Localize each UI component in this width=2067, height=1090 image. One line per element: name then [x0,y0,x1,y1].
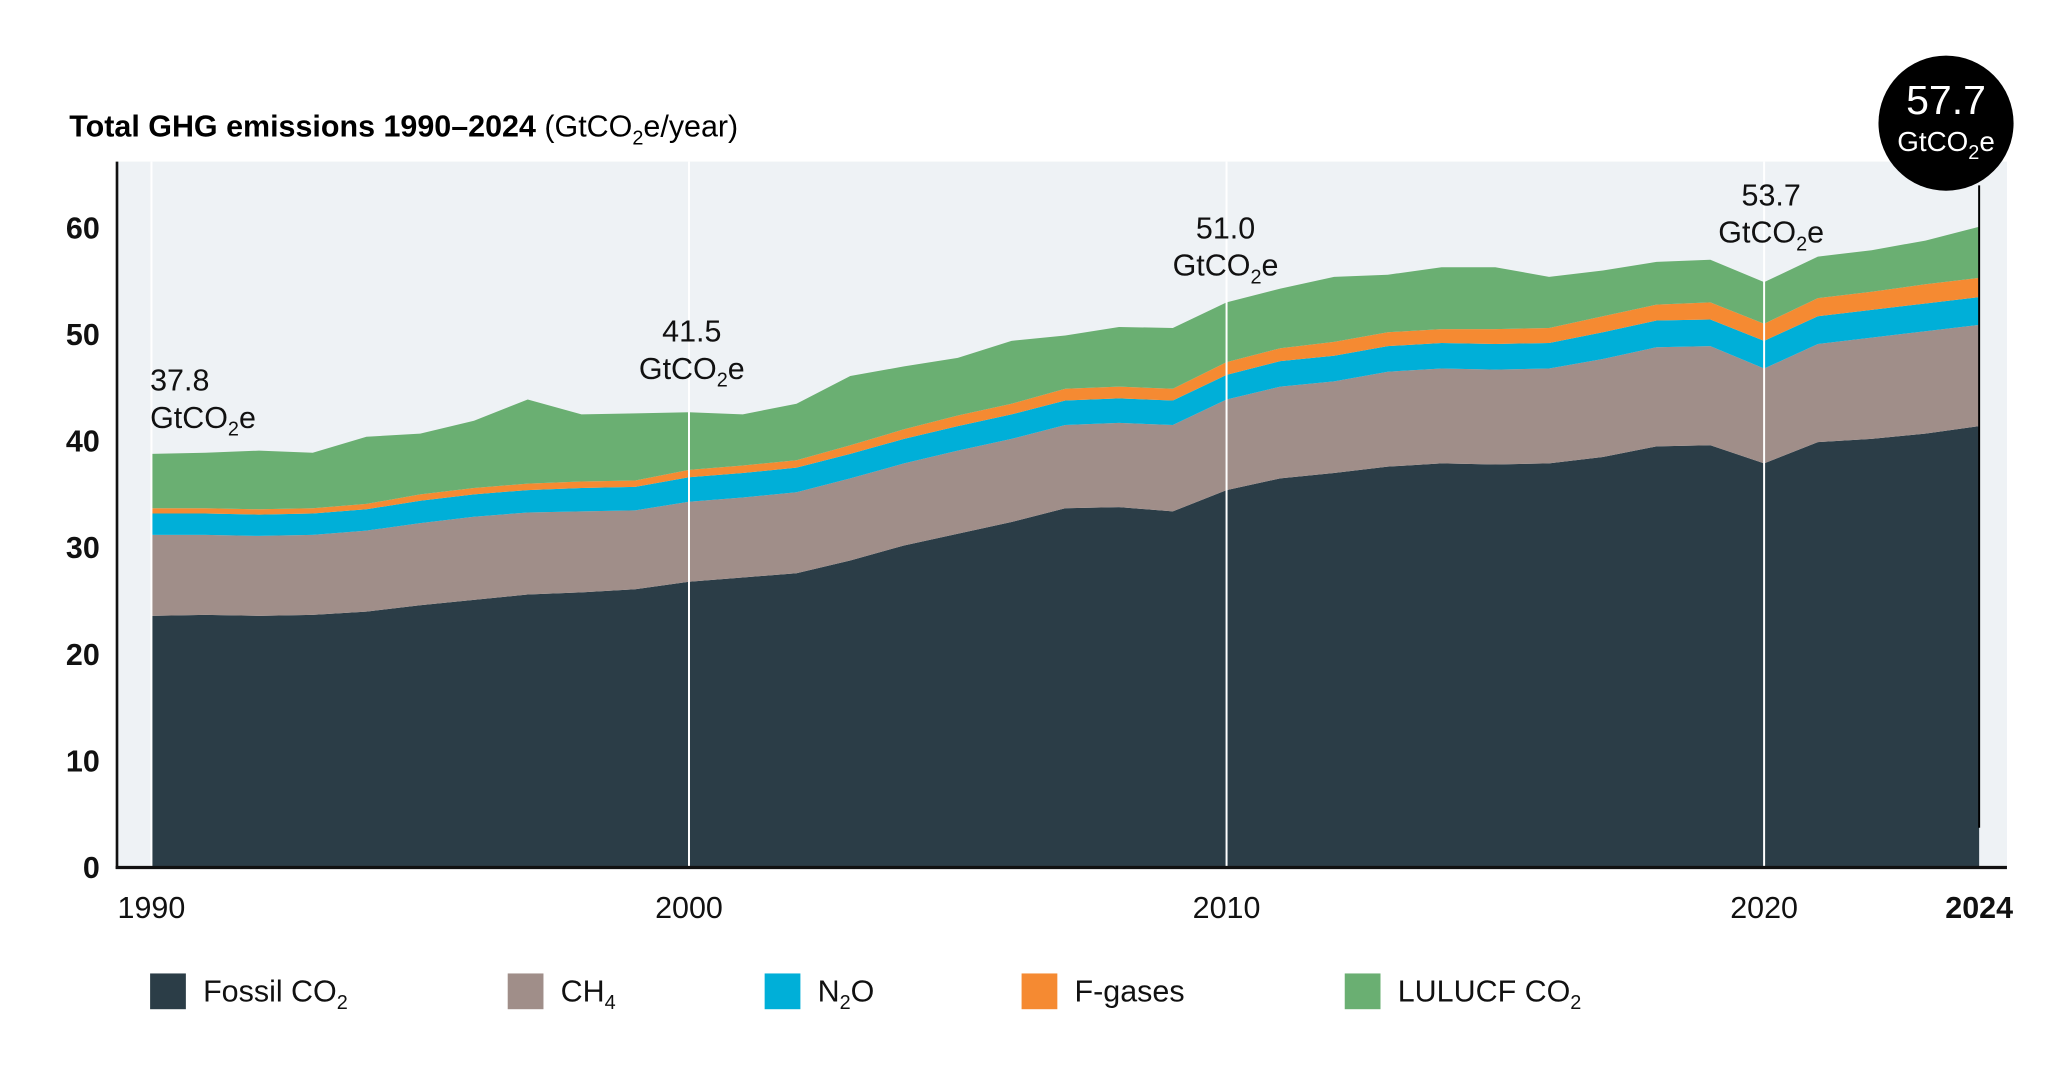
legend-label-text: Fossil CO [203,974,337,1008]
annotation-value-2010: 51.0 [1196,211,1255,245]
legend-item: Fossil CO2 [150,973,348,1014]
y-tick-50: 50 [66,318,100,352]
legend-item: CH4 [507,973,616,1014]
legend-label-text: F-gases [1075,974,1185,1008]
annotation-unit-1990: GtCO2e [150,401,256,441]
title-text: Total GHG emissions 1990–2024 [69,109,536,143]
legend-label: LULUCF CO2 [1398,974,1582,1014]
area-layers [151,226,1980,868]
unit-prefix: GtCO [1718,215,1796,249]
legend-swatch [1021,973,1058,1010]
x-tick-labels: 1990 2000 2010 2020 2024 [118,891,2014,925]
unit-suffix: e [239,401,256,435]
unit-prefix: (GtCO [536,109,632,143]
legend-item: LULUCF CO2 [1344,973,1582,1014]
legend-swatch [507,973,544,1010]
legend-label-sub: 2 [1570,992,1581,1014]
area-ch4 [151,324,1980,616]
unit-prefix: GtCO [639,352,717,386]
annotation-unit-2020: GtCO2e [1718,215,1824,255]
legend-item: F-gases [1021,973,1185,1010]
x-tick-2000: 2000 [655,891,723,925]
annotation-value-2000: 41.5 [662,315,721,349]
annotation-value: 57.7 [1906,77,1986,123]
unit-sub: 2 [717,370,728,392]
unit-prefix: GtCO [150,401,228,435]
y-tick-40: 40 [66,425,100,459]
unit-sub: 2 [632,127,643,149]
highlight-circle [1878,55,2014,191]
area-f-gases [151,277,1980,515]
unit-suffix: e [728,352,745,386]
legend-item: N2O [764,973,875,1014]
legend-label: Fossil CO2 [203,974,348,1014]
legend-swatch [150,973,186,1010]
unit-prefix: GtCO [1897,126,1968,157]
unit-suffix: e [1979,126,1994,157]
legend-label-text: LULUCF CO [1398,974,1571,1008]
unit-suffix: e [1807,215,1824,249]
legend-label: N2O [818,974,875,1014]
unit-prefix: GtCO [1173,248,1251,282]
annotation-value-2020: 53.7 [1742,178,1801,212]
area-lulucf-co2 [151,226,1980,510]
y-tick-30: 30 [66,531,100,565]
legend-label-sub: 2 [840,992,851,1014]
area-fossil-co2 [151,426,1980,868]
legend-swatch [764,973,801,1010]
legend: Fossil CO2 CH4 N2O F-gases LULUCF CO2 [150,973,1581,1014]
legend-label-sub: 4 [605,992,616,1014]
legend-swatch [1344,973,1381,1010]
unit-sub: 2 [228,419,239,441]
x-tick-1990: 1990 [118,891,186,925]
y-tick-60: 60 [66,211,100,245]
annotation-unit: GtCO2e [1897,126,1995,164]
unit-suffix: e [1262,248,1279,282]
area-n2 [151,297,1980,536]
x-tick-2024: 2024 [1945,891,2013,925]
x-tick-2020: 2020 [1730,891,1798,925]
annotation-unit-2000: GtCO2e [639,352,745,392]
y-tick-labels: 0 10 20 30 40 50 60 [66,211,100,885]
x-tick-2010: 2010 [1193,891,1261,925]
annotation-unit-2010: GtCO2e [1173,248,1279,288]
gridlines [150,161,1981,868]
annotation-value-1990: 37.8 [150,364,209,398]
legend-label-text: CH [561,974,605,1008]
unit-sub: 2 [1250,266,1261,288]
legend-label-after: O [851,974,875,1008]
y-tick-0: 0 [83,851,100,885]
y-tick-20: 20 [66,638,100,672]
y-tick-10: 10 [66,744,100,778]
annotations: 37.8GtCO2e41.5GtCO2e51.0GtCO2e53.7GtCO2e… [150,55,2014,441]
legend-label-text: N [818,974,840,1008]
legend-label: CH4 [561,974,616,1014]
unit-suffix: e/year) [643,109,738,143]
legend-label-sub: 2 [337,992,348,1014]
legend-label: F-gases [1075,974,1185,1008]
chart-title: Total GHG emissions 1990–2024 (GtCO2e/ye… [69,109,738,149]
unit-sub: 2 [1796,233,1807,255]
unit-sub: 2 [1968,142,1979,164]
